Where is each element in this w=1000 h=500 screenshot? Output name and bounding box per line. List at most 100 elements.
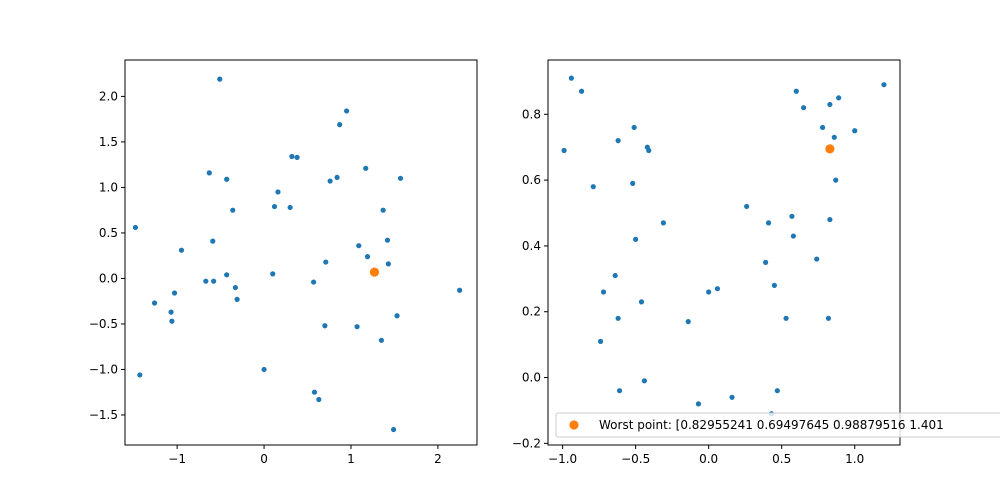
data-point bbox=[790, 233, 796, 239]
y-tick-label: 0.0 bbox=[99, 271, 118, 285]
data-point bbox=[578, 88, 585, 94]
data-point bbox=[137, 372, 143, 378]
data-point bbox=[169, 318, 175, 324]
x-tick-label: 1 bbox=[347, 452, 355, 466]
x-tick-label: 0 bbox=[260, 452, 268, 466]
x-tick-label: 1.0 bbox=[845, 452, 864, 466]
data-point bbox=[294, 154, 300, 160]
y-tick-label: 2.0 bbox=[99, 89, 118, 103]
data-point bbox=[271, 203, 278, 210]
data-point bbox=[714, 286, 721, 292]
data-point bbox=[631, 124, 637, 131]
data-point bbox=[600, 289, 607, 295]
data-point bbox=[327, 178, 333, 184]
data-point bbox=[814, 256, 820, 262]
data-point bbox=[568, 75, 574, 81]
data-point bbox=[132, 224, 139, 231]
data-point bbox=[457, 287, 463, 293]
data-point bbox=[685, 319, 691, 325]
y-tick-label: −1.5 bbox=[89, 408, 118, 422]
data-point bbox=[211, 278, 217, 284]
data-point bbox=[210, 238, 216, 244]
data-point bbox=[744, 203, 750, 210]
data-point bbox=[270, 271, 276, 277]
data-point bbox=[852, 128, 858, 134]
y-tick-label: 1.5 bbox=[99, 135, 118, 149]
y-tick-label: 0.6 bbox=[522, 173, 541, 187]
data-point bbox=[819, 124, 826, 131]
data-point bbox=[322, 323, 328, 329]
y-tick-label: 0.4 bbox=[522, 239, 541, 253]
y-tick-label: 0.0 bbox=[522, 371, 541, 385]
data-point bbox=[831, 134, 837, 140]
legend-marker bbox=[569, 420, 579, 430]
series-1 bbox=[561, 75, 887, 417]
data-point bbox=[789, 213, 795, 219]
data-point bbox=[275, 189, 281, 195]
data-point bbox=[311, 389, 318, 395]
x-tick-label: 0.0 bbox=[699, 452, 718, 466]
y-tick-label: −1.0 bbox=[89, 362, 118, 376]
x-tick-label: −1.0 bbox=[548, 452, 577, 466]
data-point bbox=[380, 207, 386, 213]
data-point bbox=[378, 337, 384, 343]
data-point bbox=[561, 147, 567, 154]
data-point bbox=[261, 366, 267, 373]
data-point bbox=[203, 278, 209, 284]
data-point bbox=[801, 105, 807, 111]
x-tick-label: −0.5 bbox=[621, 452, 650, 466]
data-point bbox=[224, 272, 230, 278]
y-tick-label: −0.5 bbox=[89, 317, 118, 331]
data-point bbox=[660, 220, 666, 226]
data-point bbox=[633, 236, 639, 242]
subplot-1: −1 0 1 2 −1.5 −1.0 −0.5 0.0 0.5 1.0 1.5 2.0 bbox=[89, 59, 478, 466]
data-point bbox=[397, 175, 404, 181]
y-tick-label: 1.0 bbox=[99, 180, 118, 194]
data-point bbox=[337, 122, 343, 128]
series-1 bbox=[132, 76, 463, 433]
data-point bbox=[630, 180, 636, 186]
data-point bbox=[232, 284, 238, 291]
axes-frame bbox=[547, 59, 901, 446]
data-point bbox=[394, 313, 400, 319]
data-point bbox=[171, 290, 178, 296]
y-tick-label: 0.5 bbox=[99, 226, 118, 240]
data-point bbox=[827, 216, 833, 223]
data-point bbox=[354, 324, 360, 330]
data-point bbox=[230, 207, 236, 213]
legend-frame bbox=[555, 412, 1000, 438]
data-point bbox=[289, 153, 295, 160]
data-point bbox=[827, 101, 833, 108]
worst-point-marker bbox=[825, 144, 835, 154]
data-point bbox=[344, 108, 350, 114]
series-2 bbox=[369, 267, 380, 277]
data-point bbox=[765, 220, 772, 226]
data-point bbox=[385, 261, 391, 267]
data-point bbox=[615, 138, 621, 144]
data-point bbox=[695, 401, 702, 407]
data-point bbox=[597, 338, 604, 344]
legend-label: Worst point: [0.82955241 0.69497645 0.98… bbox=[599, 418, 944, 432]
legend: Worst point: [0.82955241 0.69497645 0.98… bbox=[555, 412, 1000, 438]
y-tick-label: 0.8 bbox=[522, 107, 541, 121]
data-point bbox=[616, 388, 623, 394]
data-point bbox=[638, 299, 645, 305]
data-point bbox=[224, 176, 230, 182]
data-point bbox=[641, 378, 648, 384]
data-point bbox=[763, 259, 769, 265]
data-point bbox=[825, 315, 832, 321]
subplot-2: −1.0 −0.5 0.0 0.5 1.0 −0.2 0.0 0.2 0.4 0.6 0.8 Wors… bbox=[512, 59, 1000, 466]
data-point bbox=[612, 272, 618, 279]
data-point bbox=[151, 300, 158, 306]
data-point bbox=[771, 282, 777, 289]
data-point bbox=[646, 147, 652, 154]
data-point bbox=[206, 170, 212, 176]
y-tick-label: 0.2 bbox=[522, 305, 541, 319]
x-tick-label: −1 bbox=[168, 452, 186, 466]
data-point bbox=[729, 394, 735, 400]
data-point bbox=[881, 82, 887, 88]
data-point bbox=[356, 243, 362, 249]
data-point bbox=[793, 88, 799, 94]
data-point bbox=[364, 254, 371, 260]
data-point bbox=[836, 95, 842, 101]
